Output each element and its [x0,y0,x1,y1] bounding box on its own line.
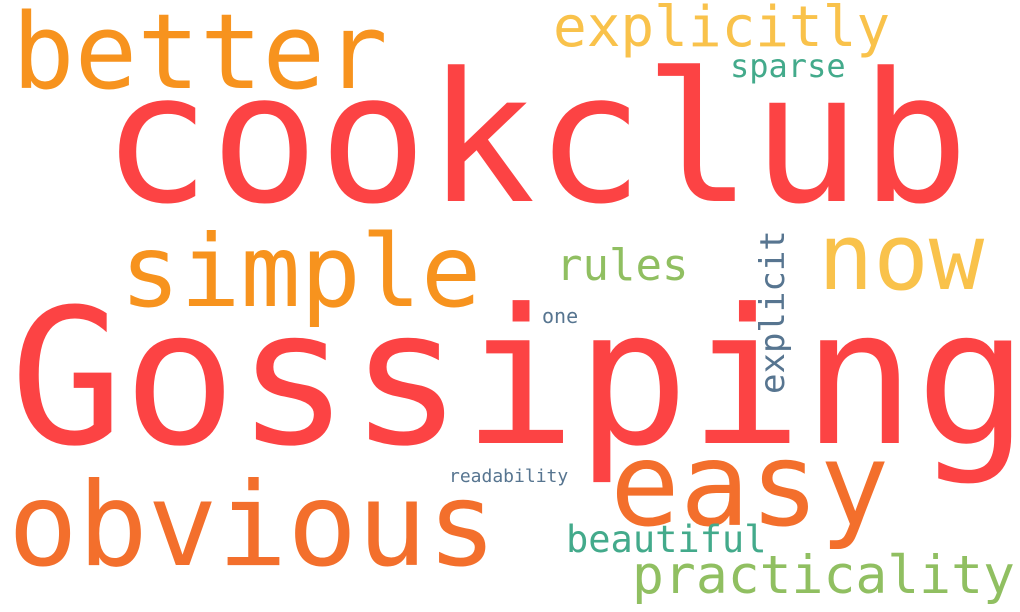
word-obvious: obvious [8,458,497,593]
word-explicitly: explicitly [553,0,891,60]
word-explicit: explicit [753,230,793,394]
word-simple: simple [120,213,482,330]
word-now: now [818,204,985,311]
word-cookclub: cookclub [102,35,969,244]
word-sparse: sparse [730,47,846,85]
word-one: one [542,304,579,328]
word-rules: rules [556,240,689,291]
word-easy: easy [610,418,890,553]
word-gossiping: Gossiping [10,269,1020,488]
word-readability: readability [449,466,569,487]
word-practicality: practicality [632,545,1015,606]
word-better: better [12,0,388,113]
word-beautiful: beautiful [566,518,767,561]
